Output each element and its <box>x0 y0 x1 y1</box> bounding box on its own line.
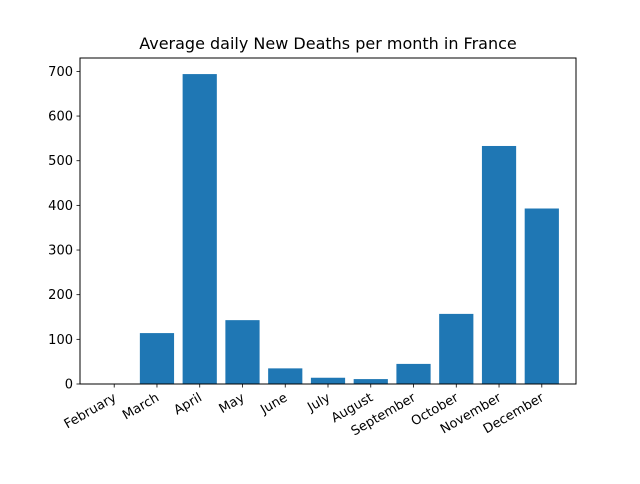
bar-march <box>140 333 174 384</box>
y-tick-label-300: 300 <box>48 244 73 259</box>
y-tick-label-200: 200 <box>48 288 73 303</box>
y-tick-label-0: 0 <box>65 378 73 393</box>
bar-december <box>525 209 559 385</box>
bar-july <box>311 378 345 384</box>
y-tick-label-400: 400 <box>48 199 73 214</box>
bar-april <box>183 74 217 384</box>
y-tick-label-700: 700 <box>48 65 73 80</box>
bar-october <box>439 314 473 384</box>
y-tick-label-500: 500 <box>48 154 73 169</box>
bar-september <box>396 364 430 384</box>
bar-may <box>225 320 259 384</box>
bar-june <box>268 368 302 384</box>
y-tick-label-600: 600 <box>48 110 73 125</box>
bar-august <box>354 379 388 384</box>
bar-november <box>482 146 516 384</box>
chart-title: Average daily New Deaths per month in Fr… <box>139 34 517 53</box>
y-tick-label-100: 100 <box>48 333 73 348</box>
